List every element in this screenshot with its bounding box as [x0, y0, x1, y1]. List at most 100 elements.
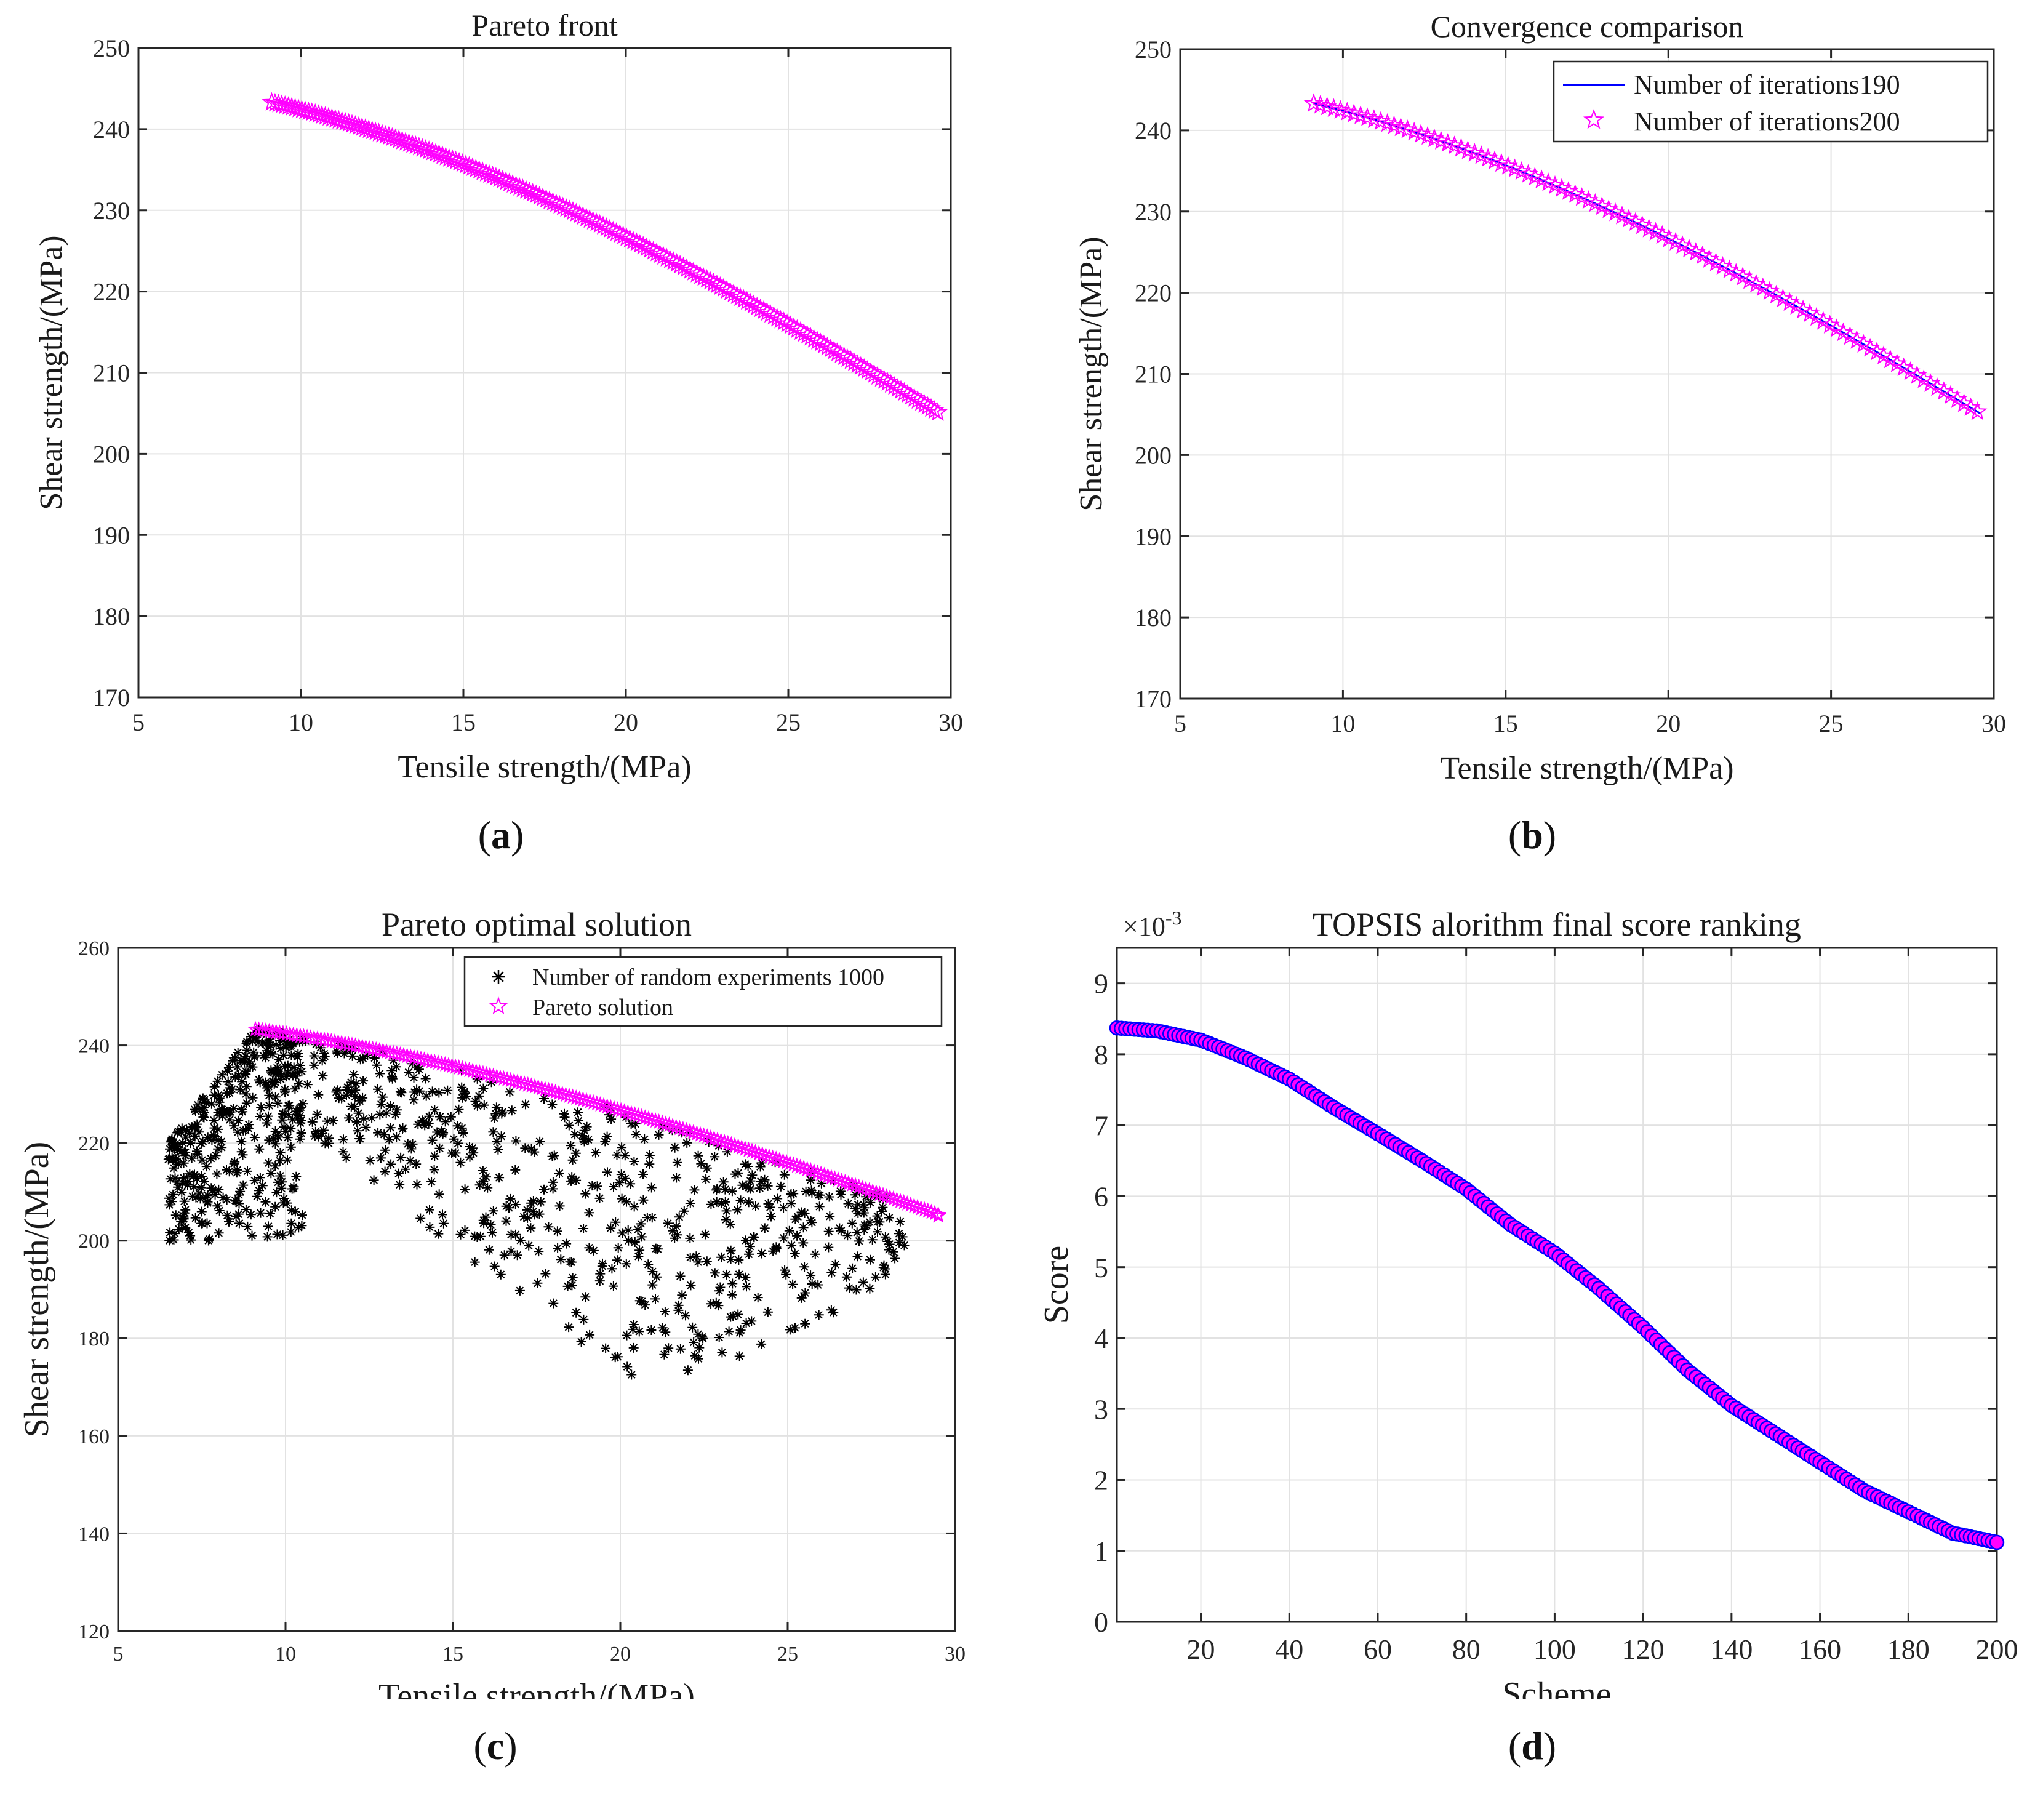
- random-point: [170, 1229, 180, 1239]
- random-point: [427, 1086, 438, 1097]
- random-point: [472, 1232, 482, 1242]
- random-point: [222, 1210, 233, 1221]
- random-point: [486, 1077, 497, 1088]
- random-point: [595, 1269, 606, 1279]
- random-point: [174, 1224, 184, 1234]
- random-point: [261, 1038, 271, 1049]
- random-point: [231, 1196, 241, 1206]
- random-point: [292, 1051, 302, 1062]
- random-point: [824, 1192, 834, 1202]
- random-point: [223, 1062, 234, 1073]
- random-point: [732, 1205, 743, 1215]
- random-point: [346, 1088, 357, 1098]
- caption-b: (b): [1508, 813, 1557, 857]
- random-point: [623, 1235, 634, 1246]
- random-point: [721, 1214, 731, 1225]
- random-point: [735, 1325, 746, 1336]
- random-point: [622, 1330, 632, 1341]
- random-point: [317, 1056, 327, 1066]
- x-tick-label: 160: [1799, 1634, 1841, 1665]
- y-tick-label: 4: [1094, 1323, 1108, 1354]
- random-point: [689, 1337, 699, 1347]
- random-point: [454, 1104, 464, 1115]
- random-point: [806, 1270, 816, 1281]
- random-point: [472, 1100, 482, 1111]
- x-tick-label: 30: [945, 1643, 966, 1666]
- random-point: [747, 1170, 758, 1181]
- random-point: [689, 1185, 700, 1195]
- random-point: [861, 1192, 871, 1202]
- random-point: [246, 1032, 256, 1042]
- random-point: [737, 1180, 748, 1190]
- random-point: [434, 1143, 445, 1153]
- random-point: [353, 1108, 364, 1118]
- random-point: [420, 1120, 430, 1131]
- random-point: [684, 1129, 694, 1139]
- random-point: [726, 1246, 736, 1256]
- random-point: [566, 1141, 576, 1151]
- random-point: [786, 1240, 797, 1251]
- random-point: [564, 1322, 574, 1333]
- y-tick-label: 240: [78, 1035, 110, 1057]
- random-point: [264, 1037, 274, 1048]
- x-tick-label: 180: [1887, 1634, 1930, 1665]
- random-point: [260, 1077, 271, 1088]
- random-point: [488, 1206, 498, 1216]
- random-point: [216, 1136, 226, 1147]
- random-point: [607, 1264, 617, 1274]
- random-point: [571, 1175, 582, 1185]
- random-point: [197, 1155, 207, 1165]
- random-point: [479, 1100, 489, 1110]
- random-point: [170, 1173, 180, 1184]
- random-point: [217, 1104, 227, 1114]
- random-point: [209, 1081, 220, 1092]
- random-point: [757, 1248, 767, 1259]
- random-point: [165, 1174, 175, 1184]
- y-tick-label: 210: [1135, 361, 1172, 388]
- random-point: [359, 1113, 369, 1124]
- random-point: [177, 1138, 188, 1148]
- random-point: [184, 1128, 194, 1139]
- random-point: [213, 1124, 223, 1134]
- random-point: [899, 1240, 910, 1251]
- random-point: [322, 1116, 332, 1126]
- random-point: [294, 1222, 304, 1233]
- iterations-200-point: [1384, 115, 1404, 134]
- random-point: [236, 1105, 247, 1115]
- y-tick-label: 190: [93, 521, 130, 549]
- random-point: [284, 1110, 294, 1120]
- random-point: [282, 1132, 293, 1143]
- random-point: [180, 1132, 191, 1142]
- random-point: [711, 1197, 722, 1207]
- random-point: [634, 1245, 645, 1256]
- random-point: [573, 1107, 583, 1118]
- random-point: [681, 1310, 690, 1321]
- random-point: [235, 1186, 246, 1197]
- plot-border: [137, 47, 952, 699]
- random-point: [450, 1148, 461, 1158]
- random-point: [663, 1343, 674, 1353]
- random-point: [194, 1188, 204, 1198]
- random-point: [633, 1251, 644, 1262]
- random-point: [173, 1126, 183, 1136]
- legend-label-random: Number of random experiments 1000: [532, 964, 884, 990]
- iterations-200-point: [1478, 148, 1498, 167]
- random-point: [455, 1229, 466, 1240]
- random-point: [202, 1132, 213, 1143]
- random-point: [247, 1230, 257, 1241]
- y-tick-label: 240: [93, 116, 130, 143]
- random-point: [880, 1232, 890, 1242]
- random-point: [233, 1048, 243, 1057]
- random-point: [315, 1043, 326, 1053]
- random-point: [195, 1193, 206, 1204]
- random-point: [594, 1276, 605, 1286]
- y-tick-label: 240: [1135, 117, 1172, 145]
- random-point: [247, 1092, 258, 1103]
- random-point: [318, 1125, 329, 1136]
- random-point: [236, 1056, 246, 1066]
- random-point: [685, 1253, 695, 1262]
- random-point: [373, 1128, 383, 1138]
- random-point: [178, 1158, 189, 1168]
- x-tick-label: 25: [1819, 710, 1844, 737]
- score-series: [1109, 1020, 2005, 1550]
